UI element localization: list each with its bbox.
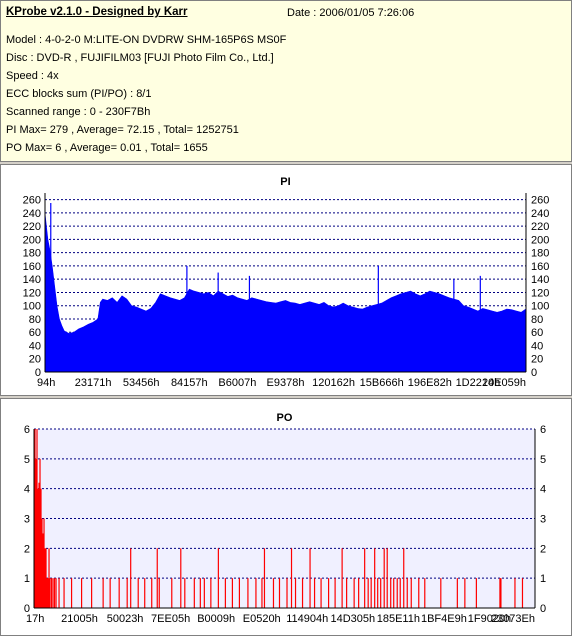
po-title: PO: [277, 412, 293, 424]
po-ytick-right: 0: [540, 603, 546, 615]
pi-stats-line: PI Max= 279 , Average= 72.15 , Total= 12…: [6, 124, 239, 136]
disc-line: Disc : DVD-R , FUJIFILM03 [FUJI Photo Fi…: [6, 52, 274, 64]
pi-ytick-left: 40: [29, 340, 41, 352]
pi-ytick-left: 120: [23, 287, 41, 299]
pi-ytick-left: 200: [23, 234, 41, 246]
pi-ytick-left: 220: [23, 221, 41, 233]
pi-xtick-label: 1D2214h: [456, 377, 501, 389]
pi-xtick-label: 23171h: [75, 377, 112, 389]
po-ytick-right: 1: [540, 573, 546, 585]
model-line: Model : 4-0-2-0 M:LITE-ON DVDRW SHM-165P…: [6, 34, 287, 46]
pi-xtick-label: B6007h: [218, 377, 256, 389]
po-ytick-right: 3: [540, 514, 546, 526]
po-ytick-left: 2: [24, 543, 30, 555]
po-xtick-label: 17h: [26, 613, 44, 625]
pi-title: PI: [280, 176, 290, 188]
pi-xtick-label: 120162h: [312, 377, 355, 389]
speed-line: Speed : 4x: [6, 70, 59, 82]
pi-ytick-left: 160: [23, 261, 41, 273]
pi-chart-panel: PI 0 0 20 20 40 40 60 60 80 80 100 100 120 120 140 140 16…: [0, 164, 572, 396]
pi-ytick-right: 80: [531, 314, 543, 326]
pi-ytick-left: 140: [23, 274, 41, 286]
pi-ytick-right: 0: [531, 367, 537, 379]
po-ytick-right: 2: [540, 543, 546, 555]
pi-ytick-right: 20: [531, 354, 543, 366]
po-ytick-right: 4: [540, 484, 546, 496]
pi-ytick-right: 160: [531, 261, 549, 273]
po-ytick-right: 6: [540, 424, 546, 436]
po-xtick-label: 1BF4E9h: [421, 613, 467, 625]
po-ytick-left: 1: [24, 573, 30, 585]
pi-ytick-left: 0: [35, 367, 41, 379]
pi-xtick-label: E9378h: [267, 377, 305, 389]
po-stats-line: PO Max= 6 , Average= 0.01 , Total= 1655: [6, 142, 208, 154]
pi-xtick-label: 94h: [37, 377, 55, 389]
pi-ytick-right: 240: [531, 208, 549, 220]
pi-xtick-label: 84157h: [171, 377, 208, 389]
po-ytick-left: 4: [24, 484, 30, 496]
pi-series-area: [44, 212, 527, 373]
pi-xtick-label: 15B666h: [360, 377, 404, 389]
po-xtick-label: 7EE05h: [151, 613, 190, 625]
pi-ytick-left: 60: [29, 327, 41, 339]
po-ytick-left: 0: [24, 603, 30, 615]
pi-ytick-left: 260: [23, 195, 41, 207]
po-xtick-label: 50023h: [107, 613, 144, 625]
po-chart: PO 0 0 1 1 2 2 3 3 4 4 5 5 6 6 17h 21005h 50023h 7EE05h B00…: [24, 412, 546, 625]
info-panel: KProbe v2.1.0 - Designed by Karr Date : …: [0, 0, 572, 162]
po-xtick-label: 185E11h: [377, 613, 420, 625]
po-ytick-right: 5: [540, 454, 546, 466]
po-xtick-label: E0520h: [243, 613, 281, 625]
pi-ytick-right: 60: [531, 327, 543, 339]
po-xtick-label: 114904h: [286, 613, 328, 625]
pi-ytick-right: 180: [531, 248, 549, 260]
po-ytick-left: 6: [24, 424, 30, 436]
pi-ytick-right: 260: [531, 195, 549, 207]
pi-xtick-label: 20E059h: [482, 377, 526, 389]
pi-ytick-left: 180: [23, 248, 41, 260]
pi-xtick-label: 53456h: [123, 377, 160, 389]
pi-ytick-left: 240: [23, 208, 41, 220]
ecc-line: ECC blocks sum (PI/PO) : 8/1: [6, 88, 152, 100]
pi-ytick-left: 100: [23, 301, 41, 313]
po-xtick-label: 14D305h: [330, 613, 375, 625]
po-ytick-left: 5: [24, 454, 30, 466]
pi-ytick-right: 100: [531, 301, 549, 313]
pi-ytick-left: 20: [29, 354, 41, 366]
pi-ytick-right: 40: [531, 340, 543, 352]
pi-ytick-right: 120: [531, 287, 549, 299]
po-xtick-label: 1F9020h: [468, 613, 511, 625]
app-title: KProbe v2.1.0 - Designed by Karr: [6, 6, 188, 18]
range-line: Scanned range : 0 - 230F7Bh: [6, 106, 151, 118]
pi-ytick-right: 140: [531, 274, 549, 286]
pi-ytick-left: 80: [29, 314, 41, 326]
po-chart-panel: PO 0 0 1 1 2 2 3 3 4 4 5 5 6 6 17h 21005h 50023h 7EE05h B00…: [0, 398, 572, 636]
pi-xtick-label: 196E82h: [408, 377, 452, 389]
po-xtick-label: 21005h: [61, 613, 98, 625]
scan-date: Date : 2006/01/05 7:26:06: [287, 7, 415, 19]
pi-ytick-right: 200: [531, 234, 549, 246]
po-ytick-left: 3: [24, 514, 30, 526]
po-xtick-label: 23073Eh: [491, 613, 535, 625]
po-xtick-label: B0009h: [197, 613, 235, 625]
pi-ytick-right: 220: [531, 221, 549, 233]
